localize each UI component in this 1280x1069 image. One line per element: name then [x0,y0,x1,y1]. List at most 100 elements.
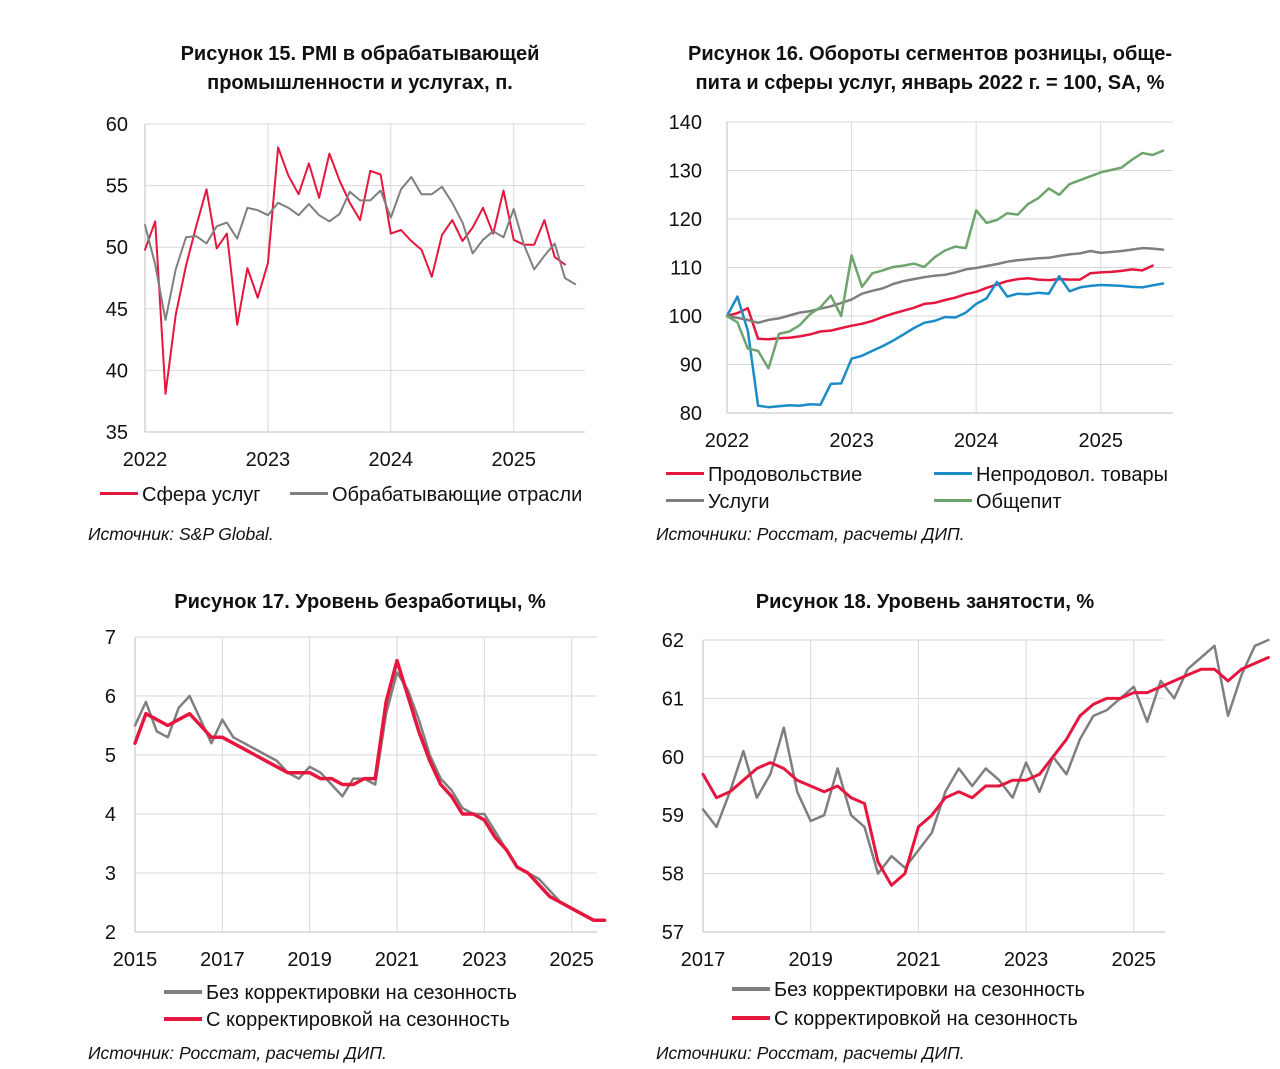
y-tick-label: 60 [662,747,684,769]
legend-swatch [164,989,202,994]
legend-label: Обрабатывающие отрасли [332,484,583,506]
x-tick-label: 2025 [491,449,536,471]
x-tick-label: 2025 [549,949,594,971]
figure-15-title-line-2: промышленности и услугах, п. [207,72,513,94]
figure-16-title-line-2: пита и сферы услуг, январь 2022 г. = 100… [695,72,1165,94]
figure-15-chart: 35 40 45 50 55 60 2022 2023 2024 2025 [106,114,585,471]
figure-15-title: Рисунок 15. PMI в обрабатывающей промышл… [60,40,660,98]
legend-label: Непродовол. товары [976,464,1168,486]
series-line-2 [133,658,607,922]
y-tick-label: 6 [105,686,116,708]
figure-16-chart: 80 90 100 110 120 130 140 2022 2023 2024 2025 [669,112,1173,452]
figure-16-legend-item-services: Услуги [666,489,770,516]
figure-16-legend-item-catering: Общепит [934,489,1062,516]
y-tick-label: 35 [106,422,128,444]
y-tick-label: 61 [662,688,684,710]
legend-label: Общепит [976,491,1062,513]
x-tick-label: 2017 [681,949,726,971]
series-line-2 [701,656,1270,887]
x-tick-label: 2022 [123,449,168,471]
figure-16-legend-item-nonfood: Непродовол. товары [934,462,1168,489]
y-tick-label: 3 [105,863,116,885]
y-tick-label: 7 [105,627,116,649]
x-tick-label: 2023 [829,430,874,452]
y-tick-label: 50 [106,237,128,259]
figure-18-title-line-1: Рисунок 18. Уровень занятости, % [755,591,1095,613]
series-line-2 [725,274,1165,409]
x-tick-label: 2023 [1004,949,1049,971]
figure-16-title: Рисунок 16. Обороты сегментов розницы, о… [640,40,1220,98]
x-tick-label: 2021 [896,949,941,971]
legend-swatch [290,492,328,496]
figure-18-title: Рисунок 18. Уровень занятости, % [640,588,1210,617]
y-tick-label: 110 [670,258,702,280]
legend-swatch [934,472,972,476]
figure-18-legend-item-sa: С корректировкой на сезонность [732,1006,1078,1033]
legend-swatch [100,492,138,496]
y-tick-label: 57 [662,922,684,944]
figure-17-chart: 2 3 4 5 6 7 2015 2017 2019 2021 2023 2025 [105,627,607,971]
y-tick-label: 62 [662,630,684,652]
x-tick-label: 2023 [462,949,507,971]
y-tick-label: 5 [105,745,116,767]
figure-18-source: Источники: Росстат, расчеты ДИП. [656,1043,965,1063]
figure-16-legend-item-food: Продовольствие [666,462,862,489]
y-tick-label: 2 [105,922,116,944]
y-tick-label: 58 [662,864,684,886]
legend-swatch [934,499,972,503]
y-tick-label: 60 [106,114,128,136]
y-tick-label: 90 [680,355,702,377]
x-tick-label: 2025 [1078,430,1123,452]
legend-label: С корректировкой на сезонность [206,1009,510,1031]
x-tick-label: 2024 [954,430,999,452]
figure-15-source: Источник: S&P Global. [88,524,274,544]
y-tick-label: 140 [669,112,702,134]
figure-16-source: Источники: Росстат, расчеты ДИП. [656,524,965,544]
y-tick-label: 45 [106,299,128,321]
legend-label: Сфера услуг [142,484,261,506]
series-line-3 [725,246,1165,325]
x-tick-label: 2017 [200,949,245,971]
x-tick-label: 2021 [375,949,420,971]
legend-label: Без корректировки на сезонность [774,979,1085,1001]
y-tick-label: 120 [669,209,702,231]
legend-swatch [732,1015,770,1020]
legend-label: Услуги [708,491,770,513]
y-tick-label: 40 [106,360,128,382]
figure-15-title-line-1: Рисунок 15. PMI в обрабатывающей [180,43,540,65]
figure-17-title-line-1: Рисунок 17. Уровень безработицы, % [174,591,546,613]
x-tick-label: 2015 [113,949,158,971]
x-tick-label: 2019 [788,949,833,971]
figure-16-title-line-1: Рисунок 16. Обороты сегментов розницы, о… [688,43,1172,65]
x-tick-label: 2022 [705,430,750,452]
series-line-4 [725,149,1165,370]
figure-17-legend-item-sa: С корректировкой на сезонность [164,1007,510,1034]
y-tick-label: 55 [106,176,128,198]
legend-label: Без корректировки на сезонность [206,982,517,1004]
x-tick-label: 2024 [369,449,414,471]
y-tick-label: 80 [680,403,702,425]
figure-17-source: Источник: Росстат, расчеты ДИП. [88,1043,387,1063]
series-line-1 [701,638,1270,875]
figure-15-legend-item-services: Сфера услуг [100,482,261,509]
y-tick-label: 130 [669,161,702,183]
x-tick-label: 2023 [246,449,291,471]
x-tick-label: 2019 [287,949,332,971]
x-tick-label: 2025 [1112,949,1157,971]
series-line-1 [144,146,566,395]
figure-15: Рисунок 15. PMI в обрабатывающей промышл… [0,0,640,560]
figure-18-legend-item-nsa: Без корректировки на сезонность [732,977,1085,1004]
figure-16: Рисунок 16. Обороты сегментов розницы, о… [640,40,1220,544]
y-tick-label: 100 [669,306,702,328]
legend-swatch [666,472,704,476]
series-line-2 [144,176,577,321]
legend-swatch [164,1016,202,1021]
legend-label: С корректировкой на сезонность [774,1008,1078,1030]
series-line-1 [725,264,1154,341]
legend-swatch [666,499,704,503]
y-tick-label: 4 [105,804,116,826]
legend-label: Продовольствие [708,464,863,486]
legend-swatch [732,986,770,991]
